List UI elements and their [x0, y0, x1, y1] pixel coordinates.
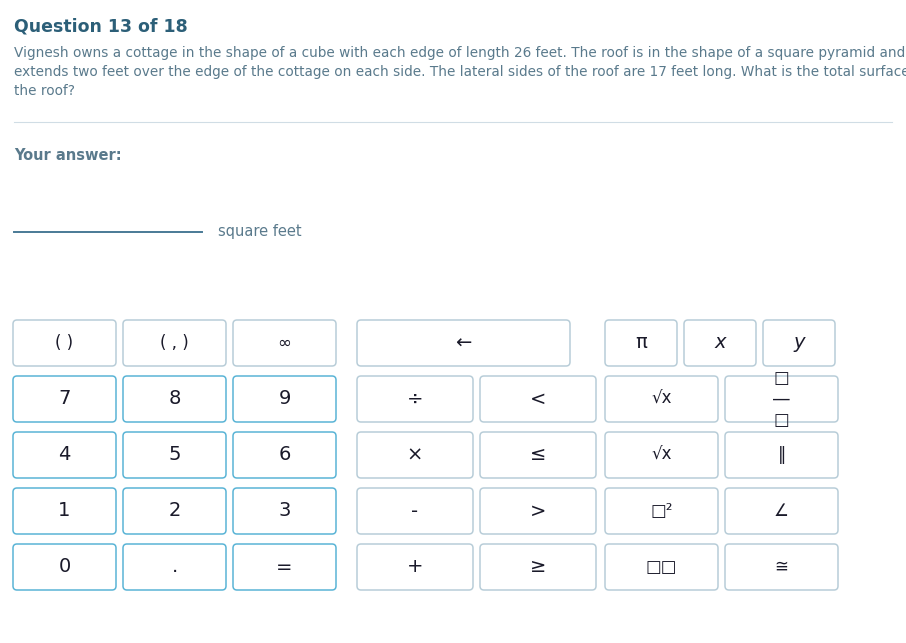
Text: 9: 9 — [278, 390, 291, 408]
FancyBboxPatch shape — [123, 320, 226, 366]
FancyBboxPatch shape — [13, 320, 116, 366]
FancyBboxPatch shape — [123, 488, 226, 534]
Text: □²: □² — [651, 502, 673, 520]
Text: ( , ): ( , ) — [160, 334, 188, 352]
FancyBboxPatch shape — [605, 320, 677, 366]
Text: <: < — [530, 390, 546, 408]
Text: Your answer:: Your answer: — [14, 148, 121, 163]
FancyBboxPatch shape — [123, 376, 226, 422]
Text: square feet: square feet — [218, 224, 302, 239]
FancyBboxPatch shape — [13, 544, 116, 590]
FancyBboxPatch shape — [233, 376, 336, 422]
Text: 3: 3 — [278, 502, 291, 520]
Text: π: π — [635, 334, 647, 352]
Text: Vignesh owns a cottage in the shape of a cube with each edge of length 26 feet. : Vignesh owns a cottage in the shape of a… — [14, 46, 906, 60]
FancyBboxPatch shape — [480, 488, 596, 534]
Text: ∞: ∞ — [277, 334, 292, 352]
Text: ≤: ≤ — [530, 446, 546, 464]
Text: 6: 6 — [278, 446, 291, 464]
FancyBboxPatch shape — [13, 488, 116, 534]
Text: y: y — [794, 334, 805, 352]
Text: ÷: ÷ — [407, 390, 423, 408]
FancyBboxPatch shape — [605, 432, 718, 478]
FancyBboxPatch shape — [725, 488, 838, 534]
Text: +: + — [407, 557, 423, 577]
FancyBboxPatch shape — [123, 432, 226, 478]
Text: □
―
□: □ ― □ — [773, 369, 790, 429]
Text: 2: 2 — [169, 502, 180, 520]
FancyBboxPatch shape — [357, 544, 473, 590]
FancyBboxPatch shape — [725, 376, 838, 422]
Text: √x: √x — [651, 390, 671, 408]
Text: 4: 4 — [58, 446, 71, 464]
Text: -: - — [411, 502, 419, 520]
FancyBboxPatch shape — [13, 376, 116, 422]
Text: ×: × — [407, 446, 423, 464]
Text: Question 13 of 18: Question 13 of 18 — [14, 18, 188, 36]
FancyBboxPatch shape — [605, 376, 718, 422]
Text: ∠: ∠ — [774, 502, 789, 520]
Text: 0: 0 — [58, 557, 71, 577]
Text: ‖: ‖ — [777, 446, 786, 464]
Text: ←: ← — [456, 334, 472, 352]
Text: extends two feet over the edge of the cottage on each side. The lateral sides of: extends two feet over the edge of the co… — [14, 65, 906, 79]
FancyBboxPatch shape — [605, 488, 718, 534]
FancyBboxPatch shape — [763, 320, 835, 366]
Text: 1: 1 — [58, 502, 71, 520]
FancyBboxPatch shape — [233, 320, 336, 366]
FancyBboxPatch shape — [684, 320, 756, 366]
FancyBboxPatch shape — [13, 432, 116, 478]
FancyBboxPatch shape — [357, 488, 473, 534]
Text: ≥: ≥ — [530, 557, 546, 577]
FancyBboxPatch shape — [357, 320, 570, 366]
Text: □□: □□ — [646, 558, 678, 576]
Text: the roof?: the roof? — [14, 84, 75, 98]
Text: ≅: ≅ — [775, 558, 788, 576]
Text: 7: 7 — [58, 390, 71, 408]
FancyBboxPatch shape — [480, 544, 596, 590]
FancyBboxPatch shape — [605, 544, 718, 590]
Text: 8: 8 — [169, 390, 180, 408]
FancyBboxPatch shape — [480, 432, 596, 478]
Text: ( ): ( ) — [55, 334, 73, 352]
Text: >: > — [530, 502, 546, 520]
FancyBboxPatch shape — [480, 376, 596, 422]
Text: 5: 5 — [169, 446, 181, 464]
FancyBboxPatch shape — [725, 544, 838, 590]
FancyBboxPatch shape — [725, 432, 838, 478]
Text: =: = — [276, 557, 293, 577]
FancyBboxPatch shape — [233, 432, 336, 478]
FancyBboxPatch shape — [233, 488, 336, 534]
FancyBboxPatch shape — [123, 544, 226, 590]
Text: x: x — [714, 334, 726, 352]
FancyBboxPatch shape — [357, 376, 473, 422]
Text: √x: √x — [651, 446, 671, 464]
FancyBboxPatch shape — [233, 544, 336, 590]
FancyBboxPatch shape — [357, 432, 473, 478]
Text: .: . — [171, 557, 178, 577]
